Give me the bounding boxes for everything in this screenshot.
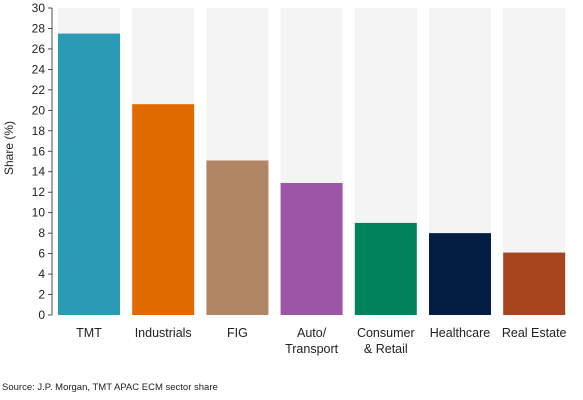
x-category-label: Consumer bbox=[357, 326, 415, 340]
bar-fig bbox=[206, 160, 269, 315]
bar-auto-transport bbox=[280, 182, 343, 315]
x-category-label: TMT bbox=[76, 326, 102, 340]
x-category-label: Industrials bbox=[135, 326, 192, 340]
x-category-label: Real Estate bbox=[502, 326, 567, 340]
x-category-label: Transport bbox=[285, 342, 339, 356]
y-axis-title: Share (%) bbox=[2, 121, 16, 175]
y-tick-label: 28 bbox=[32, 21, 46, 35]
y-tick-label: 22 bbox=[32, 83, 46, 97]
y-tick-label: 26 bbox=[32, 42, 46, 56]
data-bars bbox=[58, 33, 566, 316]
category-labels: TMT Industrials FIG Auto/Transport Consumer &… bbox=[76, 326, 566, 356]
x-category-label: FIG bbox=[227, 326, 248, 340]
y-tick-label: 6 bbox=[38, 247, 45, 261]
x-category-label: Auto/ bbox=[297, 326, 327, 340]
y-tick-label: 0 bbox=[38, 308, 45, 322]
bar-real-estate bbox=[503, 252, 566, 315]
y-tick-label: 18 bbox=[32, 124, 46, 138]
y-tick-label: 8 bbox=[38, 226, 45, 240]
y-tick-label: 10 bbox=[32, 206, 46, 220]
bar-tmt bbox=[58, 33, 120, 315]
source-note: Source: J.P. Morgan, TMT APAC ECM sector… bbox=[2, 382, 218, 393]
bar-healthcare bbox=[429, 233, 491, 315]
bar-industrials bbox=[132, 104, 195, 316]
bar-consumer-retail bbox=[354, 222, 417, 315]
y-tick-label: 16 bbox=[32, 144, 46, 158]
y-tick-label: 24 bbox=[32, 62, 46, 76]
y-tick-label: 30 bbox=[32, 1, 46, 15]
x-category-label: Healthcare bbox=[430, 326, 490, 340]
y-tick-label: 2 bbox=[38, 288, 45, 302]
x-category-label: & Retail bbox=[364, 342, 408, 356]
y-tick-label: 4 bbox=[38, 267, 45, 281]
y-tick-label: 14 bbox=[32, 165, 46, 179]
y-tick-label: 12 bbox=[32, 185, 46, 199]
y-tick-label: 20 bbox=[32, 103, 46, 117]
